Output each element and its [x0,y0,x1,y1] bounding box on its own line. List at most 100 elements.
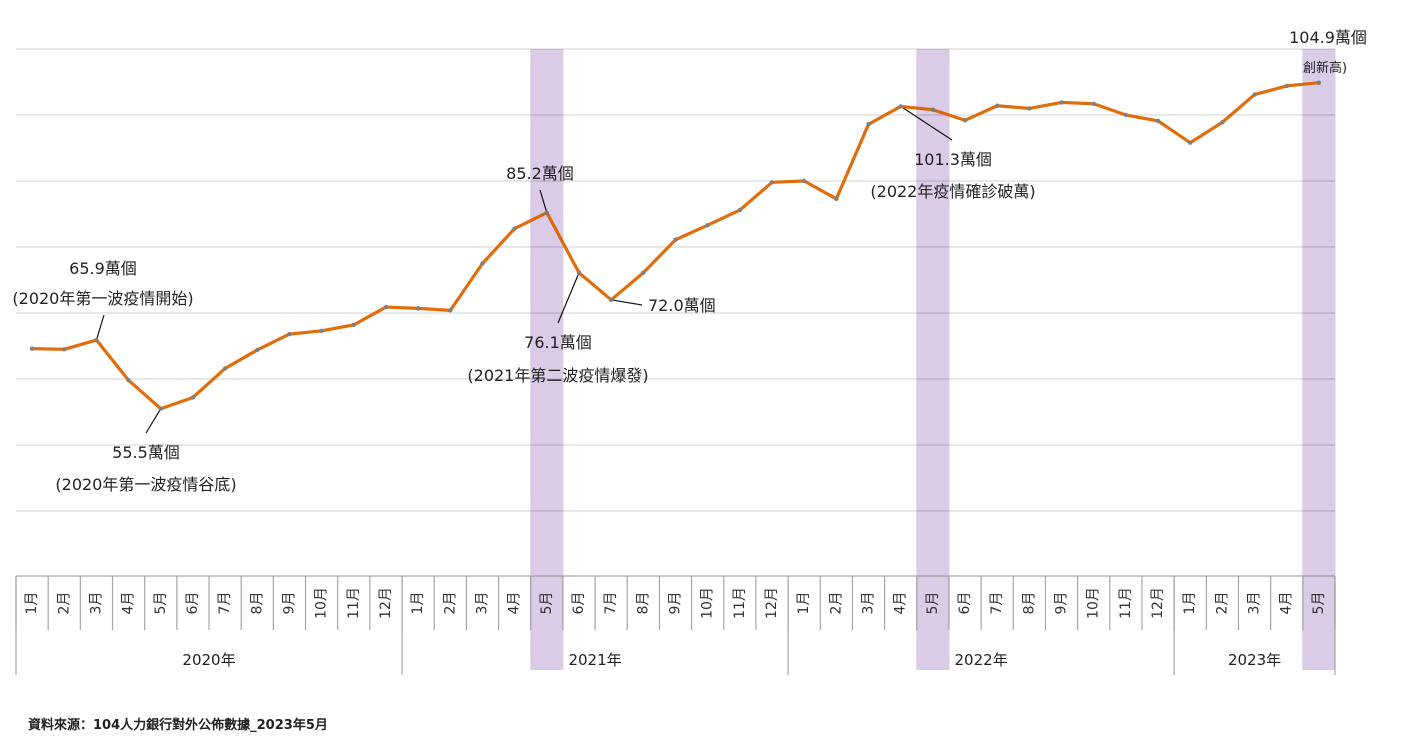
month-tick-label: 12月 [378,587,394,619]
data-point [480,261,485,266]
month-tick-label: 6月 [571,592,587,615]
month-tick-label: 2月 [828,592,844,615]
annotation-leader [95,314,105,341]
annotation-label: (2020年第一波疫情谷底) [55,475,236,494]
data-point [94,337,99,343]
month-tick-label: 8月 [1021,592,1037,615]
month-tick-label: 9月 [281,592,297,615]
highlight-band-overlay [530,49,1336,670]
month-tick-label: 2月 [56,592,72,615]
data-point [834,196,839,202]
month-tick-label: 3月 [88,592,104,615]
month-tick-label: 1月 [410,592,426,615]
data-point [448,308,453,313]
year-tick-label: 2023年 [1228,651,1281,669]
data-point [383,304,389,310]
data-point [62,347,67,352]
highlight-band [1302,49,1336,670]
annotation-label: 72.0萬個 [648,296,716,315]
data-point [608,297,614,302]
data-point [415,306,421,311]
annotation-label: (2022年疫情確診破萬) [870,182,1035,201]
month-tick-label: 7月 [989,592,1005,615]
gridlines [16,48,1335,512]
x-axis: 1月 2月 3月 4月 5月 6月 7月 8月 9月 10月 11月 12月 1月 2月 3月 4月 5月 6月 7… [15,575,1336,675]
data-point [158,406,163,411]
month-tick-label: 10月 [700,587,716,619]
month-tick-label: 5月 [153,592,169,615]
data-point [255,347,260,353]
highlight-band [530,49,564,670]
year-tick-label: 2021年 [568,651,621,669]
annotations: 65.9萬個 (2020年第一波疫情開始) 55.5萬個 (2020年第一波疫情谷底)… [12,28,1367,494]
month-tick-label: 6月 [185,592,201,615]
month-tick-label: 8月 [635,592,651,615]
month-tick-label: 1月 [1182,592,1198,615]
data-point [866,122,871,127]
annotation-label: 104.9萬個 [1289,28,1367,47]
data-point [1155,118,1161,124]
month-tick-label: 7月 [603,592,619,615]
annotation-leader [145,408,162,434]
month-tick-label: 6月 [957,592,973,615]
data-point [512,226,517,231]
data-point [1220,120,1225,125]
month-tick-label: 2月 [1214,592,1230,615]
data-point [1188,140,1193,145]
data-point [29,346,35,351]
data-point [641,270,646,275]
data-point [190,395,196,400]
month-tick-label: 2月 [442,592,458,615]
data-point [1252,92,1257,97]
month-tick-label: 10月 [1086,587,1102,619]
data-point [673,237,678,242]
month-tick-label: 1月 [24,592,40,615]
data-point [576,270,582,275]
month-tick-label: 9月 [1054,592,1070,615]
month-tick-label: 9月 [668,592,684,615]
data-point [1027,106,1032,111]
data-point [995,103,1000,108]
data-point [222,366,228,371]
month-tick-label: 4月 [893,592,909,615]
year-tick-label: 2022年 [955,651,1008,669]
data-point [1091,101,1096,106]
data-point [1059,100,1064,105]
data-point [737,207,743,213]
month-tick-label: 11月 [346,587,362,619]
year-tick-label: 2020年 [182,651,235,669]
month-tick-label: 4月 [507,592,523,615]
month-tick-label: 3月 [1247,592,1263,615]
data-point [351,322,356,328]
month-tick-label: 3月 [474,592,490,615]
series-line [32,81,1320,411]
data-point [126,378,131,383]
month-tick-label: 7月 [217,592,233,615]
month-tick-label: 8月 [249,592,265,615]
month-tick-label: 11月 [732,587,748,619]
month-tick-label: 11月 [1118,587,1134,619]
month-tick-label: 10月 [314,587,330,619]
data-point [769,180,775,185]
source-note: 資料來源：104人力銀行對外公佈數據_2023年5月 [28,718,328,733]
data-point [705,223,710,228]
line-chart: 1月 2月 3月 4月 5月 6月 7月 8月 9月 10月 11月 12月 1月 2月 3月 4月 5月 6月 7… [12,28,1367,675]
data-point [1123,112,1129,118]
month-tick-label: 4月 [121,592,137,615]
month-tick-label: 3月 [861,592,877,615]
annotation-label: 55.5萬個 [112,443,180,462]
data-point [962,118,968,123]
data-point [319,328,324,334]
month-tick-label: 1月 [796,592,812,615]
data-point [898,104,903,109]
data-point [287,331,292,337]
data-point [801,178,807,184]
month-tick-label: 4月 [1279,592,1295,615]
annotation-label: (2020年第一波疫情開始) [12,289,193,308]
month-tick-label: 12月 [1150,587,1166,619]
data-markers [29,80,1322,411]
month-tick-label: 12月 [764,587,780,619]
annotation-leader [611,299,643,306]
highlight-band [916,49,950,670]
data-point [1284,83,1289,89]
